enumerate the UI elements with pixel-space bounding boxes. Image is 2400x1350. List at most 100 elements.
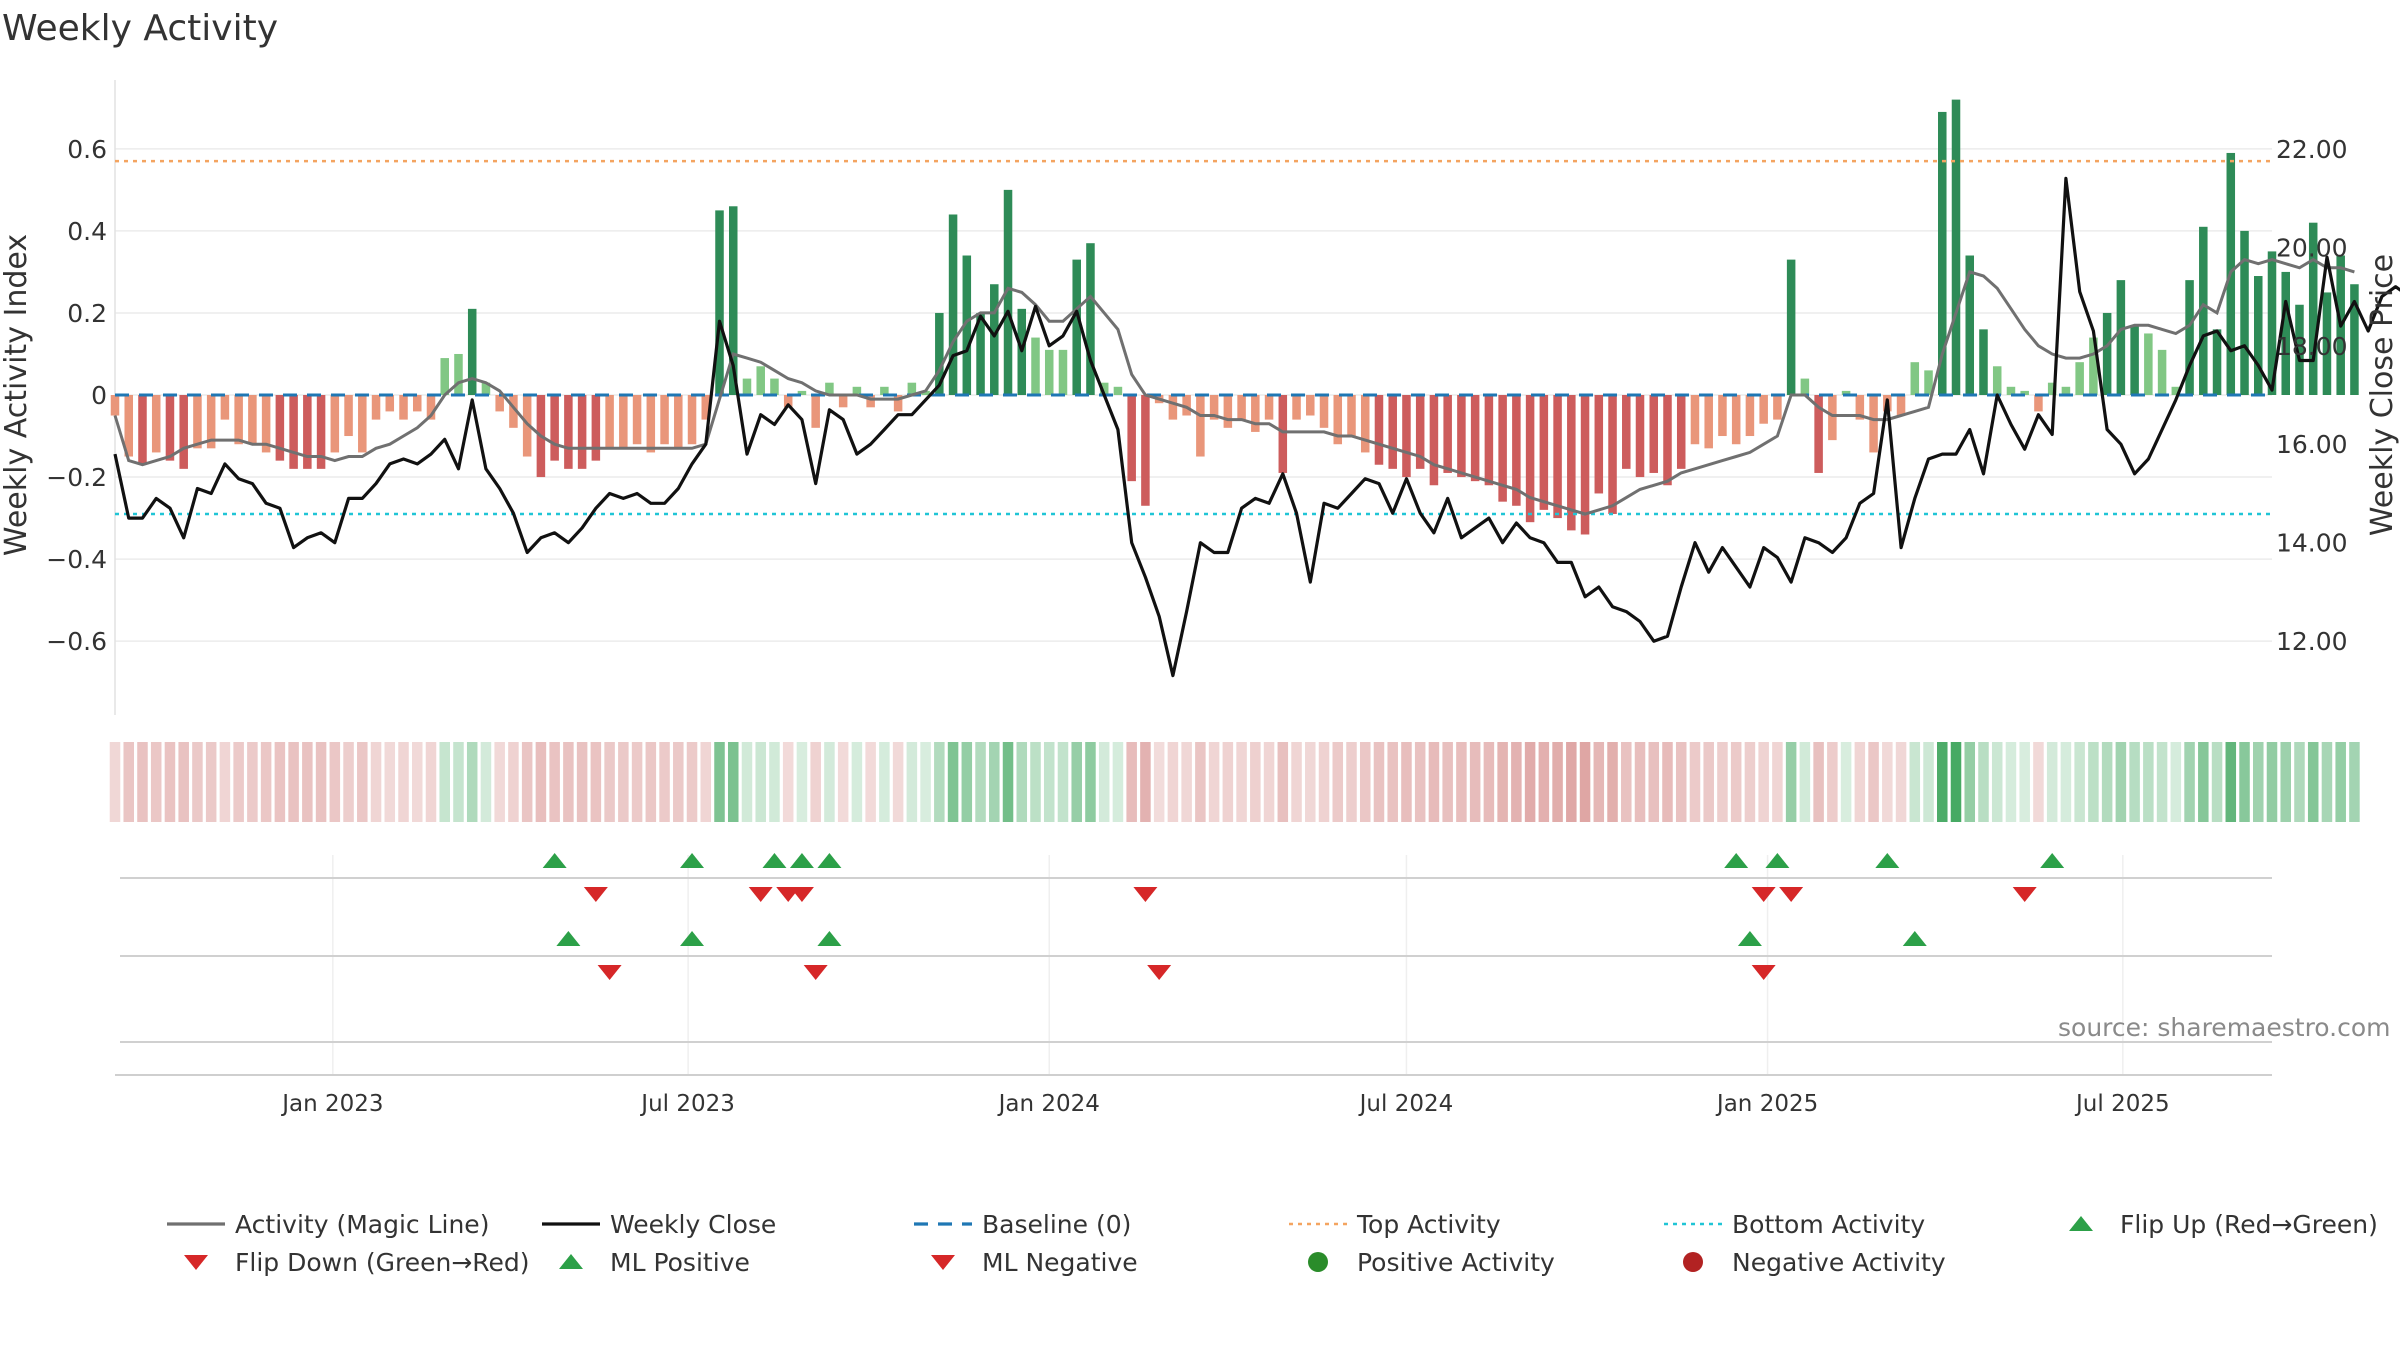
activity-bar — [151, 395, 161, 453]
activity-bar — [1992, 366, 2002, 395]
x-tick-label: Jul 2025 — [2074, 1091, 2170, 1117]
activity-bar — [1800, 378, 1810, 395]
heat-cell — [1634, 742, 1646, 822]
heat-cell — [343, 742, 354, 822]
heat-cell — [851, 742, 863, 822]
legend-symbol — [540, 1207, 602, 1241]
activity-bar — [1086, 243, 1095, 395]
activity-bar — [1910, 362, 1920, 395]
heat-cell — [892, 742, 904, 822]
heat-cell — [521, 742, 533, 822]
heat-cell — [1387, 742, 1398, 822]
heat-cell — [1428, 742, 1440, 822]
activity-bar — [701, 395, 711, 420]
y2-tick-label: 22.00 — [2276, 135, 2348, 164]
activity-bar — [138, 395, 147, 465]
activity-bar — [921, 390, 930, 395]
activity-bar — [1676, 395, 1686, 469]
activity-bar — [825, 382, 834, 395]
heat-cell — [123, 742, 134, 822]
activity-bar — [1896, 395, 1906, 416]
activity-bar — [2034, 395, 2043, 412]
x-tick-label: Jul 2024 — [1358, 1091, 1454, 1117]
flip-up-marker — [1875, 853, 1900, 868]
heat-cell — [370, 742, 382, 822]
heat-cell — [1923, 742, 1934, 822]
activity-bar — [385, 395, 395, 412]
heat-cell — [2225, 742, 2237, 822]
heat-cell — [178, 742, 189, 822]
activity-bar — [728, 206, 738, 395]
activity-bars — [110, 99, 2359, 535]
heat-cell — [357, 742, 368, 822]
activity-bar — [303, 395, 312, 469]
heat-cell — [1868, 742, 1879, 822]
activity-bar — [783, 395, 793, 408]
activity-bar — [1388, 395, 1397, 469]
heat-cell — [192, 742, 203, 822]
heat-cell — [2335, 742, 2346, 822]
activity-bar — [1470, 395, 1480, 482]
heat-cell — [1469, 742, 1481, 822]
heat-cell — [755, 742, 766, 822]
activity-bar — [1965, 255, 1975, 395]
activity-bar — [2267, 251, 2277, 395]
heat-cell — [2211, 742, 2223, 822]
activity-bar — [1031, 337, 1040, 395]
flip-down-marker — [1751, 887, 1776, 902]
heat-cell — [453, 742, 464, 822]
activity-bar — [1113, 386, 1123, 395]
activity-bar — [756, 366, 765, 395]
activity-bar — [481, 382, 491, 395]
heat-cell — [1991, 742, 2003, 822]
activity-bar — [1608, 395, 1617, 514]
activity-bar — [193, 395, 202, 449]
activity-bar — [1869, 395, 1878, 453]
legend-label: Weekly Close — [610, 1209, 777, 1239]
heat-cell — [741, 742, 753, 822]
activity-bar — [2157, 349, 2167, 395]
heat-cell — [2115, 742, 2127, 822]
heat-cell — [1648, 742, 1660, 822]
activity-bar — [1141, 395, 1150, 506]
legend-item: Negative Activity — [1662, 1245, 1946, 1279]
activity-bar — [522, 395, 532, 457]
y-axis-right: 22.00 20.00 18.00 16.00 14.00 12.00 — [2276, 135, 2348, 656]
heat-cell — [1950, 742, 1962, 822]
legend-label: ML Positive — [610, 1247, 750, 1277]
activity-bar — [330, 395, 340, 453]
flip-up-marker — [817, 931, 842, 946]
heat-cell — [2184, 742, 2195, 822]
x-axis: Jan 2023 Jul 2023 Jan 2024 Jul 2024 Jan 2025… — [280, 1091, 2169, 1117]
flip-up-marker — [680, 931, 705, 946]
heat-cell — [1140, 742, 1151, 822]
legend-label: Positive Activity — [1357, 1247, 1555, 1277]
legend-label: Baseline (0) — [982, 1209, 1132, 1239]
heat-cell — [1126, 742, 1137, 822]
activity-bar — [1044, 349, 1054, 395]
heat-cell — [1758, 742, 1769, 822]
y-tick-label: −0.4 — [46, 545, 107, 574]
heat-cell — [1305, 742, 1316, 822]
heat-cell — [1442, 742, 1453, 822]
activity-bar — [261, 395, 271, 453]
heat-cell — [1593, 742, 1605, 822]
activity-bar — [1072, 259, 1081, 395]
flip-up-marker — [1724, 853, 1749, 868]
activity-bar — [1855, 395, 1865, 420]
series-lines — [113, 176, 2400, 678]
heat-cell — [961, 742, 973, 822]
heat-cell — [274, 742, 286, 822]
activity-bar — [509, 395, 518, 428]
activity-bar — [2240, 230, 2249, 395]
activity-bar — [866, 395, 875, 408]
heat-cell — [1978, 742, 1989, 822]
heat-cell — [1222, 742, 1234, 822]
legend-label: Flip Down (Green→Red) — [235, 1247, 530, 1277]
heat-cell — [1195, 742, 1206, 822]
activity-bar — [2322, 292, 2332, 395]
heat-cell — [2266, 742, 2278, 822]
heat-cell — [1277, 742, 1289, 822]
heat-cell — [1566, 742, 1577, 822]
heat-cell — [576, 742, 588, 822]
